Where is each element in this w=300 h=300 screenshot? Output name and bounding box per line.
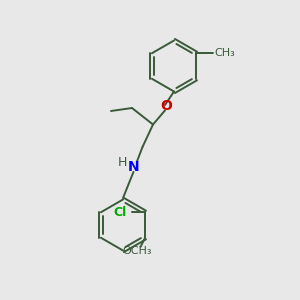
Text: Cl: Cl [114, 206, 127, 219]
Text: N: N [128, 160, 139, 173]
Text: OCH₃: OCH₃ [123, 246, 152, 256]
Text: CH₃: CH₃ [214, 48, 235, 58]
Text: O: O [160, 100, 172, 113]
Text: H: H [117, 156, 127, 170]
